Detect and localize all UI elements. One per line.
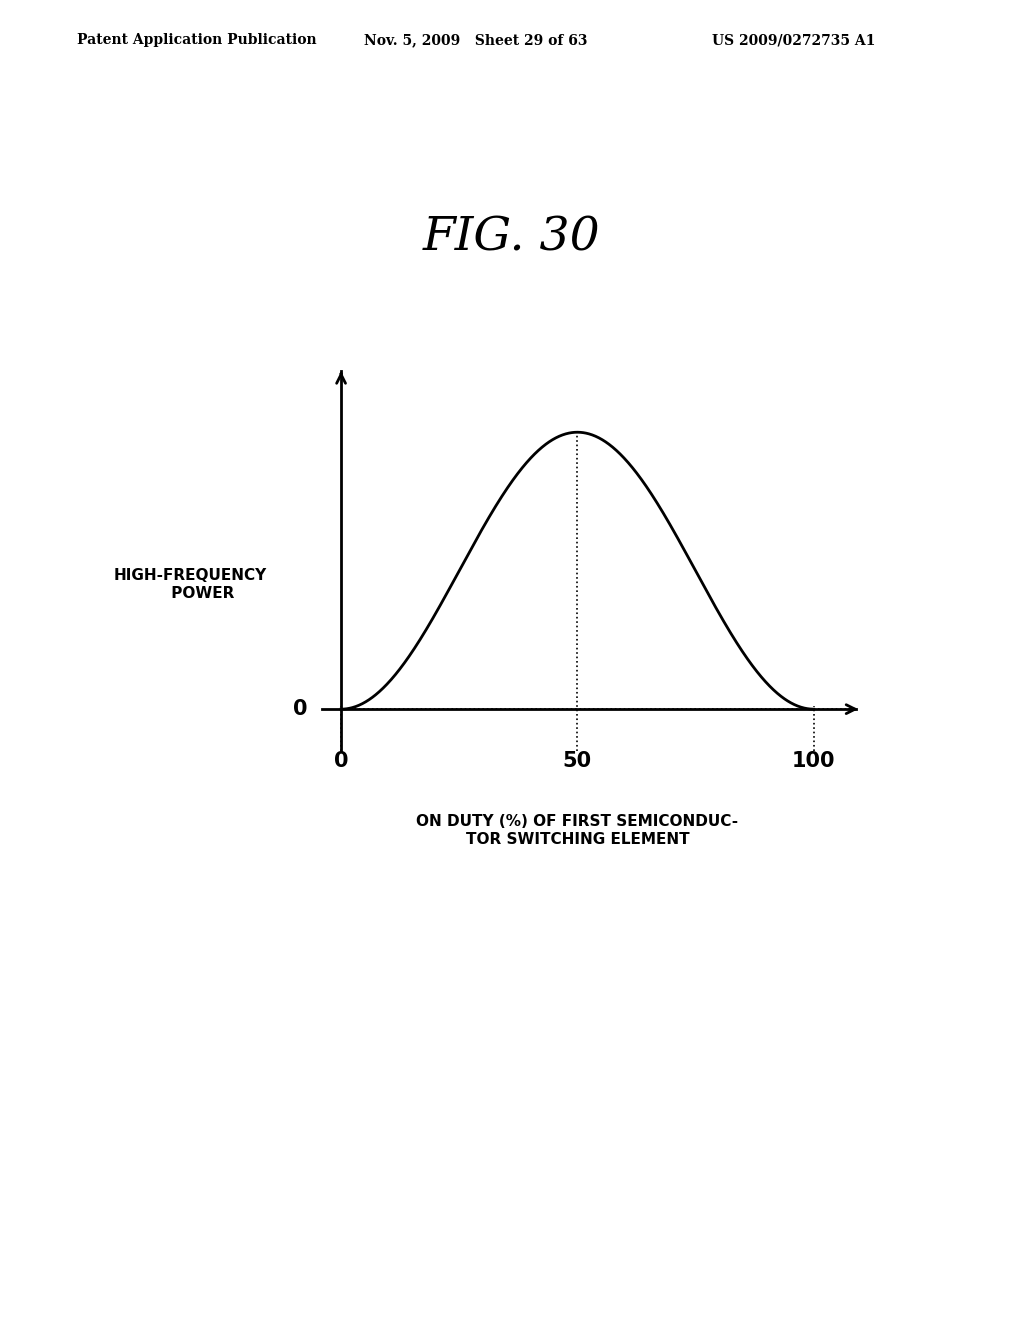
Text: Patent Application Publication: Patent Application Publication [77, 33, 316, 48]
Text: 0: 0 [334, 751, 348, 771]
Text: 100: 100 [792, 751, 836, 771]
Text: FIG. 30: FIG. 30 [423, 215, 601, 260]
Text: 50: 50 [563, 751, 592, 771]
Text: US 2009/0272735 A1: US 2009/0272735 A1 [712, 33, 876, 48]
Text: Nov. 5, 2009   Sheet 29 of 63: Nov. 5, 2009 Sheet 29 of 63 [364, 33, 587, 48]
Text: HIGH-FREQUENCY
     POWER: HIGH-FREQUENCY POWER [114, 569, 266, 601]
Text: ON DUTY (%) OF FIRST SEMICONDUC-
TOR SWITCHING ELEMENT: ON DUTY (%) OF FIRST SEMICONDUC- TOR SWI… [417, 814, 738, 847]
Text: 0: 0 [294, 700, 308, 719]
